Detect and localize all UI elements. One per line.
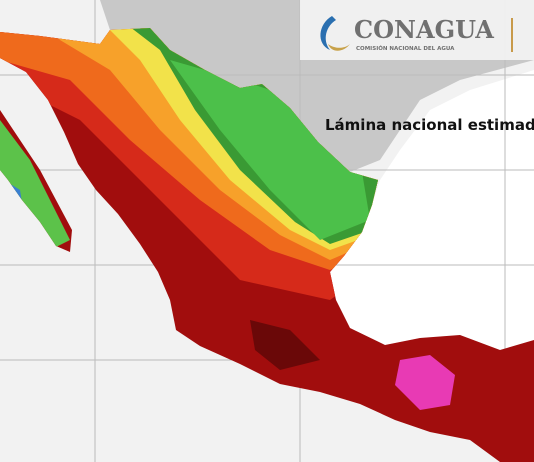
logo-icon [320, 16, 336, 50]
baja-green [0, 120, 70, 250]
logo-icon-accent [328, 44, 350, 51]
band-light-green [170, 60, 370, 240]
map-title: Lámina nacional estimada [325, 116, 534, 134]
logo-text: CONAGUA [354, 15, 494, 44]
band-dark-red [250, 320, 320, 370]
gulf [330, 70, 534, 350]
band-magenta [395, 355, 455, 410]
logo-subtitle: COMISIÓN NACIONAL DEL AGUA [356, 45, 455, 52]
